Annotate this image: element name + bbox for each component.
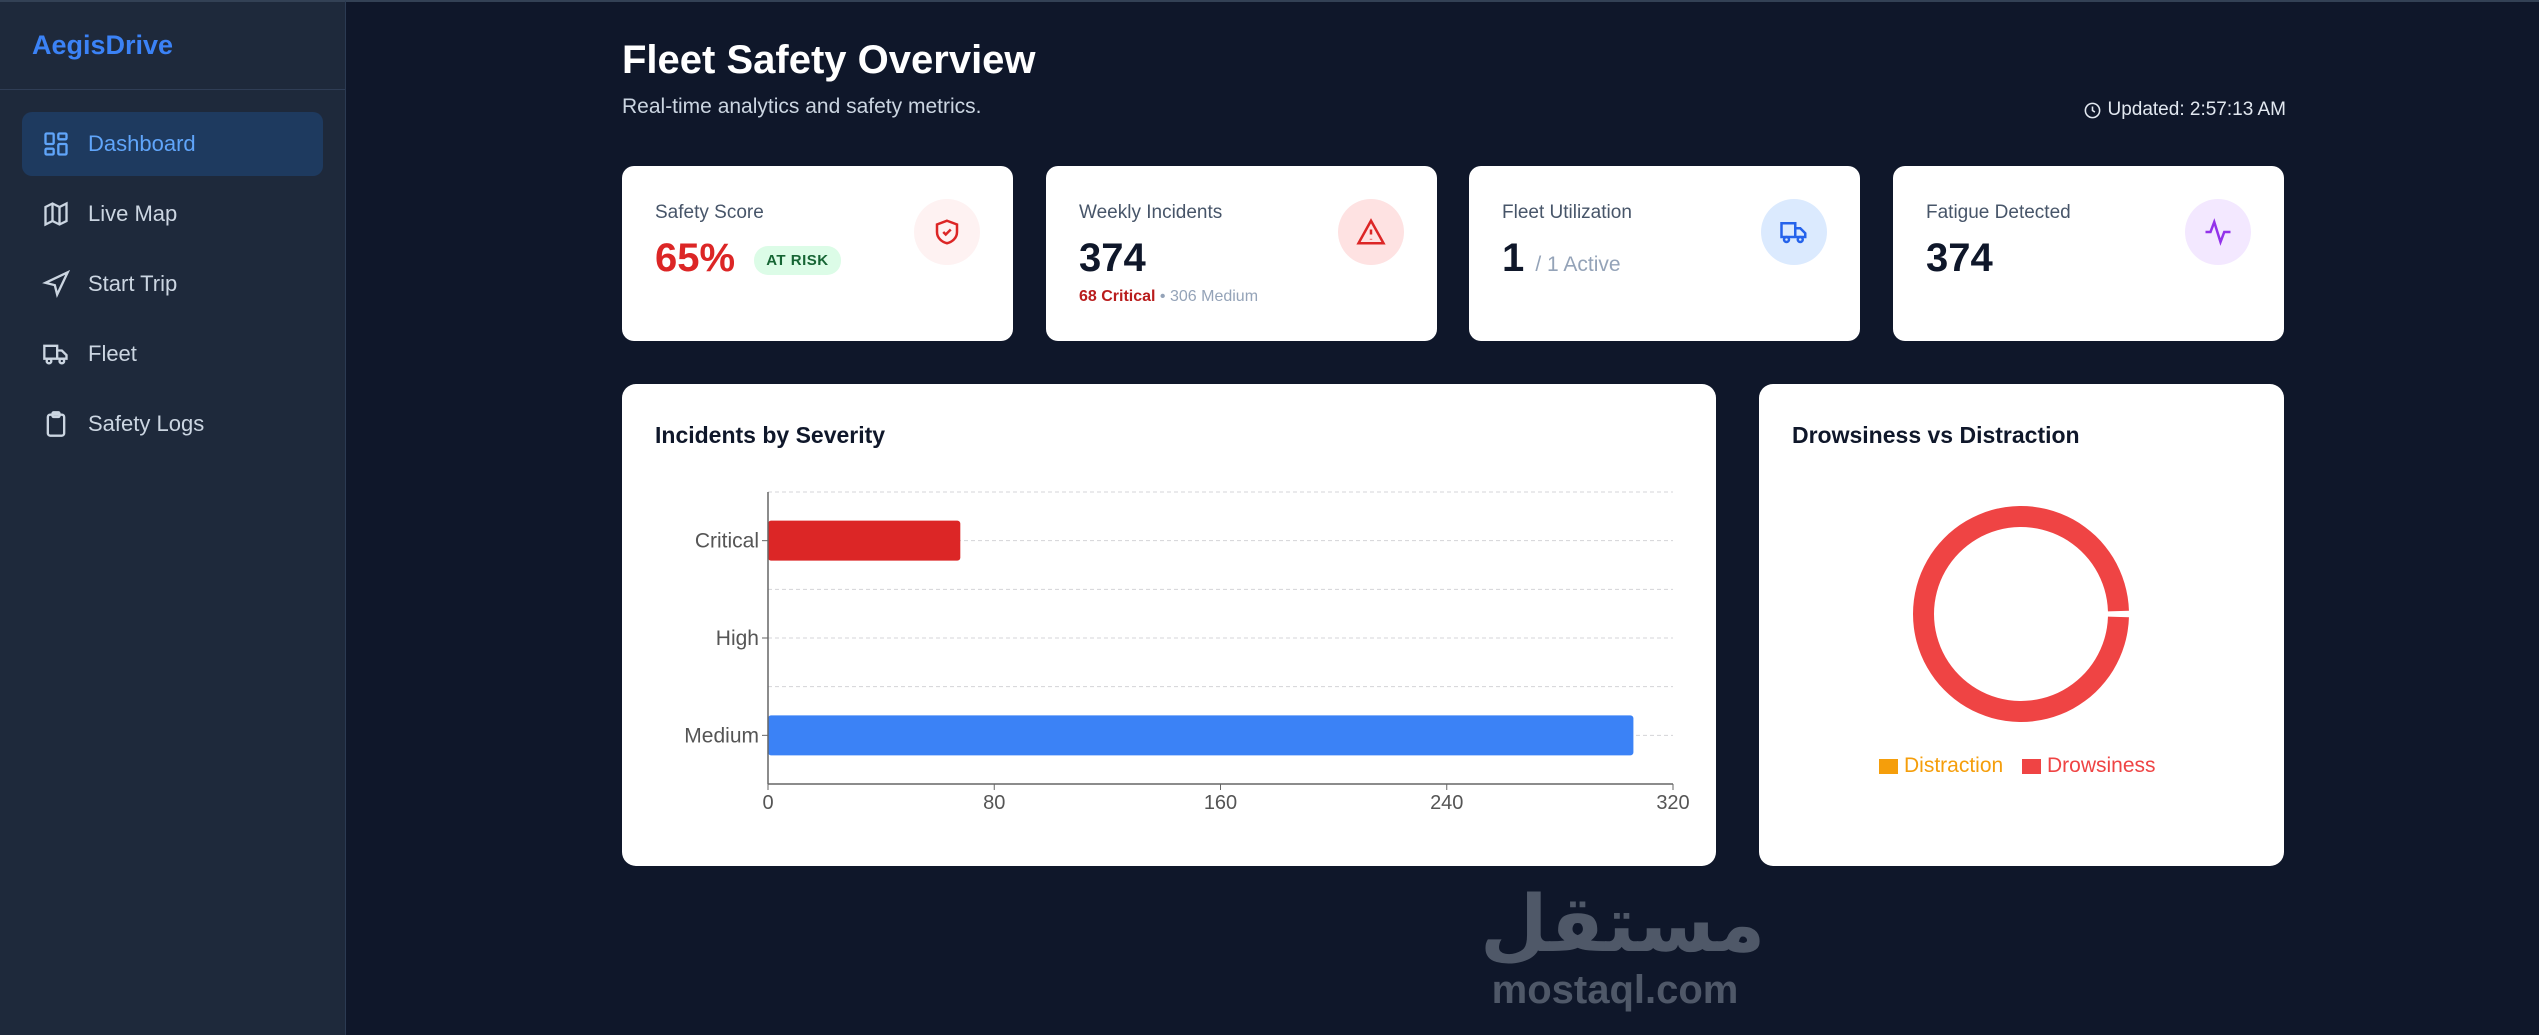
activity-icon	[2185, 199, 2251, 265]
x-tick-label: 0	[762, 792, 773, 814]
safety-score-card: Safety Score 65% AT RISK	[622, 166, 1013, 341]
bar-medium	[768, 715, 1634, 756]
status-badge: AT RISK	[754, 245, 841, 275]
utilization-suffix: / 1 Active	[1535, 253, 1621, 276]
incident-breakdown: 68 Critical • 306 Medium	[1079, 288, 1258, 306]
y-tick-label-critical: Critical	[695, 530, 759, 553]
card-value: 65% AT RISK	[655, 236, 841, 281]
sidebar-item-label: Fleet	[88, 341, 137, 366]
sidebar: AegisDrive Dashboard Live Map Start Trip…	[0, 0, 346, 1035]
chart-title: Drowsiness vs Distraction	[1792, 422, 2080, 448]
updated-text: Updated: 2:57:13 AM	[2107, 99, 2286, 120]
alert-triangle-icon	[1338, 199, 1404, 265]
truck-icon	[42, 340, 70, 368]
navigation-icon	[42, 270, 70, 298]
map-icon	[42, 200, 70, 228]
clipboard-icon	[42, 410, 70, 438]
brand-logo[interactable]: AegisDrive	[0, 2, 345, 90]
safety-score-value: 65%	[655, 236, 736, 280]
bar-critical	[768, 520, 961, 561]
legend-label-drowsiness: Drowsiness	[2047, 754, 2156, 777]
sidebar-item-live-map[interactable]: Live Map	[22, 182, 323, 246]
shield-check-icon	[914, 199, 980, 265]
sidebar-item-start-trip[interactable]: Start Trip	[22, 252, 323, 316]
incidents-bar-chart: Critical High Medium 0 80 160 240 320	[684, 491, 1690, 814]
sidebar-item-label: Start Trip	[88, 271, 178, 296]
medium-count: 306 Medium	[1169, 288, 1259, 305]
drowsiness-vs-distraction-panel: Drowsiness vs Distraction Distraction Dro…	[1759, 384, 2284, 866]
utilization-value: 1	[1502, 236, 1525, 280]
sidebar-item-dashboard[interactable]: Dashboard	[22, 112, 323, 176]
incidents-by-severity-panel: Incidents by Severity Critical High Medium…	[622, 384, 1716, 866]
watermark-arabic: مستقل	[1480, 880, 1766, 970]
main-content: Fleet Safety Overview Real-time analytic…	[346, 0, 2539, 1035]
dashboard-icon	[42, 130, 70, 158]
page-subtitle: Real-time analytics and safety metrics.	[622, 95, 982, 118]
sidebar-item-label: Live Map	[88, 201, 178, 226]
sidebar-item-fleet[interactable]: Fleet	[22, 322, 323, 386]
fleet-utilization-card: Fleet Utilization 1 / 1 Active	[1469, 166, 1860, 341]
card-value: 1 / 1 Active	[1502, 236, 1621, 281]
x-tick-label: 320	[1656, 792, 1689, 814]
clock-icon	[2085, 102, 2101, 118]
watermark-latin: mostaql.com	[1491, 968, 1739, 1012]
watermark: مستقل mostaql.com	[1480, 880, 1766, 1012]
card-label: Fatigue Detected	[1926, 202, 2071, 223]
sidebar-nav: Dashboard Live Map Start Trip Fleet Safe…	[0, 90, 345, 456]
truck-icon	[1761, 199, 1827, 265]
card-value: 374	[1079, 236, 1146, 280]
weekly-incidents-card: Weekly Incidents 374 68 Critical • 306 M…	[1046, 166, 1437, 341]
x-tick-label: 80	[983, 792, 1005, 814]
y-tick-label-high: High	[716, 627, 759, 650]
slice-drowsiness	[1913, 506, 2129, 722]
card-label: Weekly Incidents	[1079, 202, 1223, 223]
x-tick-label: 240	[1430, 792, 1463, 814]
x-tick-label: 160	[1204, 792, 1237, 814]
legend-label-distraction: Distraction	[1904, 754, 2003, 777]
drowsiness-donut-chart: Distraction Drowsiness	[1879, 506, 2156, 777]
y-tick-label-medium: Medium	[684, 724, 759, 747]
card-label: Safety Score	[655, 202, 764, 223]
critical-count: 68 Critical	[1079, 288, 1156, 305]
sidebar-item-label: Dashboard	[88, 131, 196, 156]
chart-title: Incidents by Severity	[655, 422, 886, 448]
separator: •	[1155, 288, 1170, 305]
updated-timestamp: Updated: 2:57:13 AM	[2083, 99, 2286, 121]
fatigue-detected-card: Fatigue Detected 374	[1893, 166, 2284, 341]
sidebar-item-label: Safety Logs	[88, 411, 205, 436]
card-value: 374	[1926, 236, 1993, 280]
legend-swatch-drowsiness	[2022, 759, 2041, 774]
sidebar-item-safety-logs[interactable]: Safety Logs	[22, 392, 323, 456]
legend-swatch-distraction	[1879, 759, 1898, 774]
card-label: Fleet Utilization	[1502, 202, 1632, 223]
page-title: Fleet Safety Overview	[622, 38, 1036, 82]
